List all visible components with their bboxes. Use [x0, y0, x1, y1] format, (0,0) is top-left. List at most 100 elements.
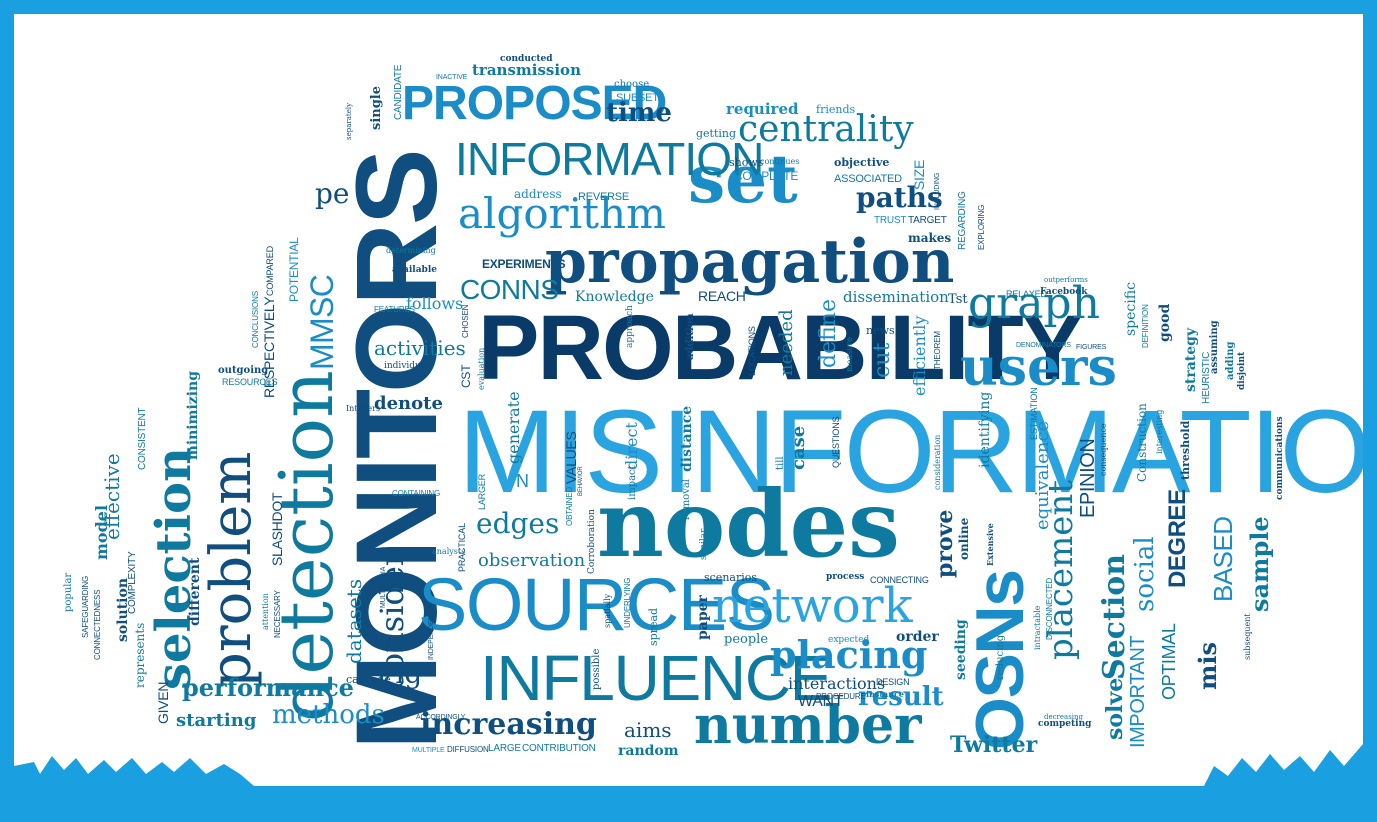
cloud-word-follows: follows — [406, 294, 464, 313]
cloud-word-important: IMPORTANT — [1127, 635, 1149, 748]
cloud-word-conducted: conducted — [500, 54, 553, 64]
cloud-word-dissemination: dissemination — [843, 288, 949, 306]
cloud-word-potential: POTENTIAL — [287, 237, 301, 302]
cloud-word-mmsc: MMSC — [304, 274, 340, 370]
cloud-word-associated: ASSOCIATED — [834, 173, 902, 185]
cloud-word-cst: CST — [459, 364, 473, 388]
cloud-word-n: N — [516, 471, 529, 491]
cloud-word-reach: REACH — [698, 288, 746, 304]
cloud-word-choose: choose — [614, 79, 650, 90]
cloud-word-exploring: EXPLORING — [977, 204, 986, 250]
cloud-word-tst: Tst — [948, 292, 968, 307]
cloud-word-address: address — [514, 187, 562, 201]
bottom-grass-decoration — [14, 744, 1363, 786]
cloud-word-impact: impact — [627, 465, 638, 500]
cloud-word-possible: possible — [591, 648, 602, 690]
cloud-word-minimizing: minimizing — [185, 371, 201, 460]
cloud-word-knowledge: Knowledge — [575, 289, 654, 305]
cloud-word-individuals: individuals — [384, 361, 434, 371]
cloud-word-centrality: centrality — [738, 109, 914, 150]
cloud-word-questions: QUESTIONS — [831, 416, 841, 468]
cloud-word-spatially: spatially — [603, 593, 612, 628]
cloud-word-size: SIZE — [911, 160, 927, 190]
cloud-word-represents: represents — [133, 622, 147, 688]
cloud-word-propagation: propagation — [545, 227, 955, 297]
cloud-word-strategy: strategy — [1183, 327, 1199, 392]
cloud-word-determining: determining — [386, 246, 436, 255]
cloud-word-prove: prove — [932, 509, 958, 578]
cloud-word-removal: removal — [681, 478, 692, 520]
cloud-word-similar: similar — [699, 528, 709, 560]
cloud-word-communications: communications — [1275, 416, 1285, 500]
cloud-word-optimal: OPTIMAL — [1159, 623, 1179, 701]
cloud-word-consequence: consequence — [1099, 423, 1108, 476]
cloud-word-datasets: datasets — [342, 578, 366, 664]
cloud-word-mis: mis — [1193, 641, 1222, 690]
cloud-word-transmission: transmission — [472, 61, 581, 79]
cloud-word-identifying: identifying — [977, 391, 993, 468]
cloud-word-scenarios: scenarios — [704, 571, 758, 584]
cloud-word-connectedness: CONNECTEDNESS — [93, 589, 102, 660]
cloud-word-underlying: UNDERLYING — [623, 577, 632, 628]
cloud-word-separately: separately — [345, 102, 353, 140]
cloud-word-users: users — [960, 337, 1117, 398]
cloud-word-fig: Fig — [376, 657, 423, 690]
cloud-word-adding: adding — [1225, 341, 1236, 380]
cloud-word-case: case — [788, 425, 809, 470]
cloud-word-intractable: intractable — [1033, 605, 1042, 650]
cloud-word-independently: INDEPENDENTLY — [428, 603, 435, 660]
cloud-word-procedure: PROCEDURE — [816, 692, 866, 701]
cloud-word-expected: expected — [828, 635, 870, 645]
cloud-word-target: TARGET — [908, 215, 947, 226]
cloud-word-solve: solve — [1102, 677, 1128, 740]
cloud-word-getting: getting — [696, 127, 737, 140]
cloud-word-nodes: nodes — [597, 470, 900, 578]
cloud-word-slashdot: SLASHDOT — [269, 492, 285, 566]
cloud-word-effective: effective — [100, 453, 124, 540]
cloud-word-complexity: COMPLEXITY — [127, 551, 138, 614]
cloud-word-single: single — [369, 85, 384, 130]
cloud-word-experiments: EXPERIMENTS — [482, 257, 566, 271]
cloud-word-construction: Construction — [1135, 403, 1149, 482]
cloud-word-activities: activities — [374, 336, 466, 360]
cloud-word-set: set — [688, 140, 798, 218]
cloud-word-aims: aims — [624, 718, 672, 742]
cloud-word-analysts: analysts — [432, 547, 466, 556]
cloud-word-chosen: CHOSEN — [461, 304, 470, 338]
cloud-word-edges: edges — [476, 507, 560, 540]
cloud-word-spread: spread — [647, 607, 660, 646]
cloud-word-accordingly: ACCORDINGLY — [416, 714, 466, 721]
cloud-word-contribution: CONTRIBUTION — [522, 743, 596, 754]
cloud-word-consistent: CONSISTENT — [137, 407, 148, 470]
cloud-word-shows: shows — [729, 156, 764, 169]
cloud-word-seeding: seeding — [953, 619, 969, 680]
cloud-word-complete: COMPLETE — [734, 169, 799, 183]
cloud-word-twitter: Twitter — [950, 732, 1038, 758]
cloud-word-distance: distance — [679, 405, 695, 472]
cloud-word-based: BASED — [1208, 516, 1238, 602]
cloud-word-decreasing: decreasing — [1044, 713, 1084, 721]
cloud-word-consideration: consideration — [933, 434, 942, 490]
cloud-word-network: network — [712, 578, 913, 634]
cloud-word-reducing: reducing — [995, 634, 1006, 680]
cloud-word-social: social — [1130, 536, 1160, 612]
cloud-word-estimation: ESTIMATION — [1029, 387, 1039, 440]
cloud-word-popular: popular — [63, 572, 74, 612]
cloud-word-larger: LARGER — [477, 474, 487, 510]
cloud-word-locations: LOCATIONS — [747, 326, 757, 376]
cloud-word-epinion: EPINION — [1077, 438, 1099, 518]
cloud-word-want: WANT — [798, 693, 844, 710]
cloud-word-influence: INFLUENCE — [480, 642, 832, 714]
cloud-word-sample: sample — [1245, 516, 1274, 612]
cloud-word-available: available — [392, 265, 437, 275]
cloud-word-resources: RESOURCES — [222, 377, 278, 387]
cloud-word-process: process — [826, 572, 865, 582]
cloud-word-generate: generate — [504, 391, 523, 464]
cloud-word-time: time — [606, 98, 672, 128]
cloud-word-problem: problem — [199, 451, 264, 688]
cloud-word-connecting: CONNECTING — [870, 575, 929, 585]
cloud-word-cut: cut — [870, 342, 895, 378]
cloud-word-reverse: REVERSE — [578, 191, 630, 203]
cloud-word-attention: attention — [261, 593, 270, 630]
cloud-word-denote: denote — [374, 393, 443, 414]
